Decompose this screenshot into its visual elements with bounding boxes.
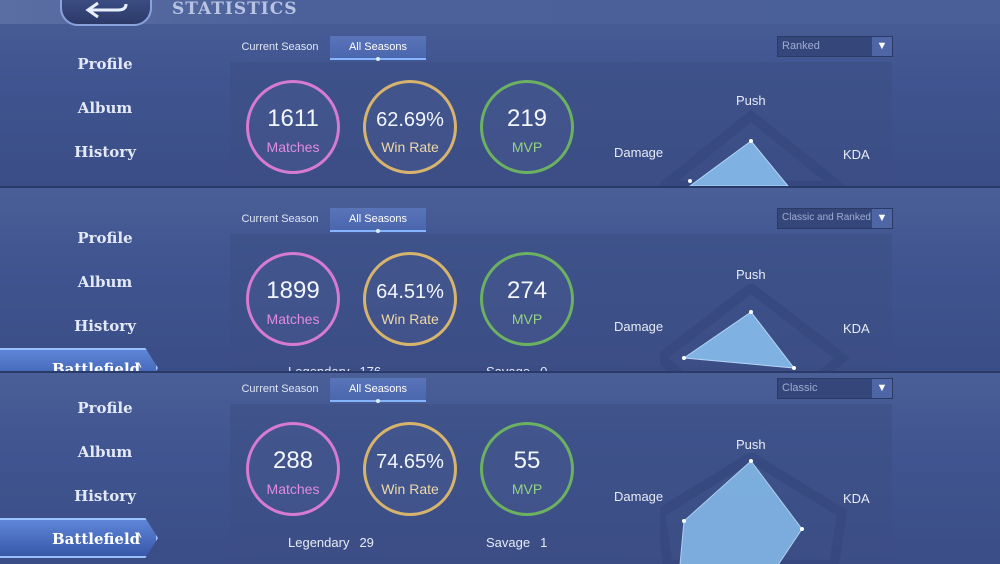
tab-current-season[interactable]: Current Season: [241, 213, 319, 225]
stats-panel-classic-ranked: Profile Album History Battlefield ^ Curr…: [0, 186, 1000, 372]
win-rate-value: 62.69%: [376, 109, 444, 131]
matches-label: Matches: [266, 481, 320, 497]
radar-chart: [660, 109, 846, 186]
nav-album[interactable]: Album: [77, 273, 133, 291]
matches-stat: 1611 Matches: [246, 80, 340, 174]
savage-label: Savage: [486, 535, 531, 550]
radar-label-push: Push: [736, 93, 766, 108]
tab-current-season[interactable]: Current Season: [241, 41, 319, 53]
stats-panel-ranked: STATISTICS Profile Album History Current…: [0, 0, 1000, 186]
chevron-up-icon: ^: [135, 359, 142, 372]
radar-label-damage: Damage: [614, 319, 664, 334]
stats-panel-classic: Profile Album History Battlefield ^ Curr…: [0, 371, 1000, 564]
radar-chart: [660, 284, 851, 372]
win-rate-label: Win Rate: [381, 139, 439, 155]
win-rate-stat: 74.65% Win Rate: [363, 422, 457, 516]
chevron-down-icon: ▼: [872, 209, 892, 228]
matches-label: Matches: [266, 139, 320, 155]
radar-chart: [660, 453, 848, 564]
mvp-value: 219: [506, 105, 548, 132]
tab-all-seasons[interactable]: All Seasons: [330, 36, 426, 61]
mvp-label: MVP: [511, 481, 543, 497]
nav-battlefield[interactable]: Battlefield ^: [0, 518, 158, 558]
radar-label-kda: KDA: [843, 491, 870, 506]
legendary-value: 29: [359, 535, 374, 550]
win-rate-stat: 62.69% Win Rate: [363, 80, 457, 174]
radar-label-kda: KDA: [843, 147, 870, 162]
legendary-label: Legendary: [288, 364, 350, 372]
mvp-value: 55: [513, 447, 541, 474]
back-button[interactable]: [60, 0, 152, 26]
legendary-value: 176: [359, 364, 382, 372]
mvp-value: 274: [506, 277, 548, 304]
tab-all-seasons[interactable]: All Seasons: [330, 208, 426, 233]
nav-battlefield[interactable]: Battlefield ^: [0, 348, 158, 372]
nav-battlefield-label: Battlefield: [52, 360, 141, 372]
radar-label-push: Push: [736, 437, 766, 452]
tab-all-seasons[interactable]: All Seasons: [330, 378, 426, 403]
mvp-stat: 274 MVP: [480, 252, 574, 346]
mode-select-value: Classic: [782, 382, 818, 394]
nav-battlefield-label: Battlefield: [52, 530, 141, 548]
legendary-stat: Legendary 29: [288, 535, 374, 550]
nav-profile[interactable]: Profile: [77, 229, 133, 247]
tab-current-season[interactable]: Current Season: [241, 383, 319, 395]
savage-label: Savage: [486, 364, 531, 372]
matches-label: Matches: [266, 311, 320, 327]
win-rate-value: 64.51%: [376, 281, 444, 303]
savage-stat: Savage 1: [486, 535, 547, 550]
nav-profile[interactable]: Profile: [77, 399, 133, 417]
legendary-label: Legendary: [288, 535, 350, 550]
top-bar: [0, 0, 1000, 24]
nav-profile[interactable]: Profile: [77, 55, 133, 73]
savage-value: 1: [540, 535, 548, 550]
mvp-label: MVP: [511, 139, 543, 155]
matches-value: 1611: [267, 105, 319, 132]
nav-history[interactable]: History: [74, 317, 136, 335]
nav-history[interactable]: History: [74, 487, 136, 505]
nav-history[interactable]: History: [74, 143, 136, 161]
matches-stat: 1899 Matches: [246, 252, 340, 346]
radar-label-damage: Damage: [614, 489, 664, 504]
radar-label-damage: Damage: [614, 145, 664, 160]
nav-album[interactable]: Album: [77, 99, 133, 117]
win-rate-label: Win Rate: [381, 481, 439, 497]
matches-value: 1899: [266, 277, 320, 304]
win-rate-label: Win Rate: [381, 311, 439, 327]
mode-select[interactable]: Ranked ▼: [777, 36, 893, 57]
win-rate-stat: 64.51% Win Rate: [363, 252, 457, 346]
savage-value: 0: [540, 364, 548, 372]
matches-stat: 288 Matches: [246, 422, 340, 516]
radar-label-push: Push: [736, 267, 766, 282]
mode-select-value: Classic and Ranked: [782, 212, 871, 223]
legendary-stat: Legendary 176: [288, 364, 381, 372]
mode-select[interactable]: Classic ▼: [777, 378, 893, 399]
nav-album[interactable]: Album: [77, 443, 133, 461]
chevron-down-icon: ▼: [872, 37, 892, 56]
savage-stat: Savage 0: [486, 364, 547, 372]
radar-label-kda: KDA: [843, 321, 870, 336]
matches-value: 288: [272, 447, 314, 474]
mvp-stat: 55 MVP: [480, 422, 574, 516]
mode-select[interactable]: Classic and Ranked ▼: [777, 208, 893, 229]
chevron-down-icon: ▼: [872, 379, 892, 398]
back-arrow-icon: [85, 1, 128, 19]
mode-select-value: Ranked: [782, 40, 820, 52]
chevron-up-icon: ^: [135, 529, 142, 545]
page-title: STATISTICS: [172, 0, 298, 19]
mvp-label: MVP: [511, 311, 543, 327]
win-rate-value: 74.65%: [376, 451, 444, 473]
mvp-stat: 219 MVP: [480, 80, 574, 174]
